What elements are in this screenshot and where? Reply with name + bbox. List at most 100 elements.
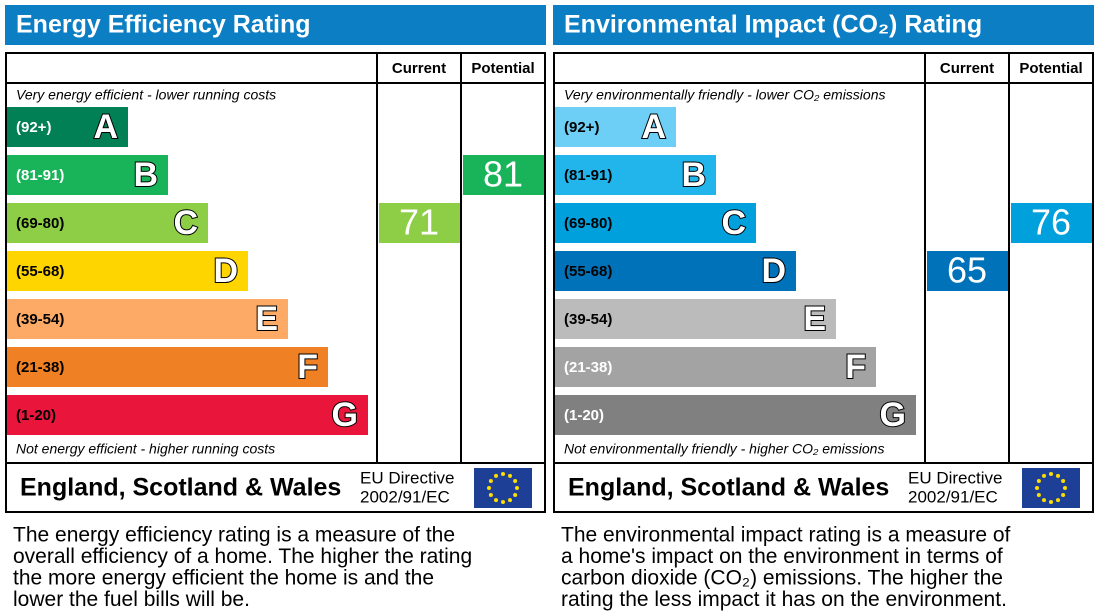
- panel-title: Environmental Impact (CO₂) Rating: [564, 11, 982, 39]
- band-range: (69-80): [16, 215, 64, 232]
- eu-star: [488, 479, 493, 483]
- eu-star: [488, 493, 493, 497]
- eu-star: [1035, 486, 1039, 490]
- description-line: overall efficiency of a home. The higher…: [13, 545, 472, 568]
- eu-star: [1061, 493, 1066, 497]
- chart-box: [553, 52, 1094, 513]
- rating-band: [7, 395, 368, 435]
- band-letter: E: [255, 300, 278, 338]
- eu-star: [1056, 498, 1060, 503]
- header-current: Current: [940, 60, 994, 77]
- band-range: (39-54): [564, 311, 612, 328]
- eu-star: [1049, 500, 1053, 504]
- eu-star: [508, 498, 512, 503]
- description-line: the more energy efficient the home is an…: [13, 567, 434, 590]
- band-range: (55-68): [564, 263, 612, 280]
- band-range: (21-38): [564, 359, 612, 376]
- rating-band: [7, 347, 328, 387]
- band-range: (69-80): [564, 215, 612, 232]
- region: England, Scotland & Wales: [20, 474, 341, 502]
- title-bar: [553, 5, 1094, 45]
- rating-band: [555, 347, 876, 387]
- rating-band: [555, 107, 676, 147]
- description-line: lower the fuel bills will be.: [13, 588, 250, 611]
- eu-star: [501, 472, 505, 476]
- eu-star: [1063, 486, 1067, 490]
- eu-star: [1049, 472, 1053, 476]
- eu-star: [1061, 479, 1066, 483]
- rating-band: [7, 251, 248, 291]
- eu-star: [1036, 493, 1041, 497]
- bottom-note: Not energy efficient - higher running co…: [16, 441, 275, 457]
- eu-star: [494, 498, 498, 503]
- description-line: a home's impact on the environment in te…: [561, 545, 1003, 568]
- band-letter: F: [297, 348, 318, 386]
- eu-star: [494, 473, 498, 478]
- band-range: (81-91): [16, 167, 64, 184]
- header-current: Current: [392, 60, 446, 77]
- directive-2: 2002/91/EC: [908, 487, 998, 506]
- potential-rating-box: [1011, 203, 1092, 243]
- rating-band: [555, 203, 756, 243]
- rating-band: [7, 107, 128, 147]
- current-rating-box: [927, 251, 1008, 291]
- directive-1: EU Directive: [360, 468, 454, 487]
- eu-star: [508, 473, 512, 478]
- rating-band: [555, 155, 716, 195]
- eu-star: [487, 486, 491, 490]
- rating-band: [555, 299, 836, 339]
- band-letter: A: [641, 108, 666, 146]
- bottom-note: Not environmentally friendly - higher CO…: [564, 441, 884, 457]
- description-line: rating the less impact it has on the env…: [561, 588, 1007, 611]
- band-range: (92+): [16, 119, 51, 136]
- region: England, Scotland & Wales: [568, 474, 889, 502]
- band-letter: E: [803, 300, 826, 338]
- eu-star: [501, 500, 505, 504]
- eu-star: [515, 486, 519, 490]
- description-line: The environmental impact rating is a mea…: [561, 524, 1011, 547]
- band-letter: F: [845, 348, 866, 386]
- potential-rating-box: [463, 155, 544, 195]
- band-letter: C: [173, 204, 198, 242]
- band-letter: G: [880, 396, 906, 434]
- header-potential: Potential: [471, 60, 534, 77]
- band-range: (21-38): [16, 359, 64, 376]
- band-letter: G: [332, 396, 358, 434]
- description-line: carbon dioxide (CO₂) emissions. The high…: [561, 567, 1003, 590]
- band-range: (1-20): [16, 407, 56, 424]
- rating-band: [7, 299, 288, 339]
- eu-star: [1042, 498, 1046, 503]
- eu-star: [1056, 473, 1060, 478]
- current-rating: 71: [399, 202, 439, 243]
- rating-band: [555, 395, 916, 435]
- chart-box: [5, 52, 546, 513]
- current-rating: 65: [947, 250, 987, 291]
- top-note: Very environmentally friendly - lower CO…: [564, 87, 885, 103]
- eu-star: [513, 493, 518, 497]
- rating-band: [7, 203, 208, 243]
- directive-2: 2002/91/EC: [360, 487, 450, 506]
- potential-rating: 76: [1031, 202, 1071, 243]
- potential-rating: 81: [483, 154, 523, 195]
- band-range: (55-68): [16, 263, 64, 280]
- eu-star: [1036, 479, 1041, 483]
- band-letter: A: [93, 108, 118, 146]
- title-bar: [5, 5, 546, 45]
- rating-band: [7, 155, 168, 195]
- band-letter: B: [681, 156, 706, 194]
- current-rating-box: [379, 203, 460, 243]
- band-range: (1-20): [564, 407, 604, 424]
- band-letter: C: [721, 204, 746, 242]
- panel-title: Energy Efficiency Rating: [16, 11, 311, 39]
- rating-band: [555, 251, 796, 291]
- eu-star: [1042, 473, 1046, 478]
- band-range: (81-91): [564, 167, 612, 184]
- band-range: (39-54): [16, 311, 64, 328]
- band-letter: D: [761, 252, 786, 290]
- band-letter: D: [213, 252, 238, 290]
- description-line: The energy efficiency rating is a measur…: [13, 524, 455, 547]
- band-letter: B: [133, 156, 158, 194]
- header-potential: Potential: [1019, 60, 1082, 77]
- eu-star: [513, 479, 518, 483]
